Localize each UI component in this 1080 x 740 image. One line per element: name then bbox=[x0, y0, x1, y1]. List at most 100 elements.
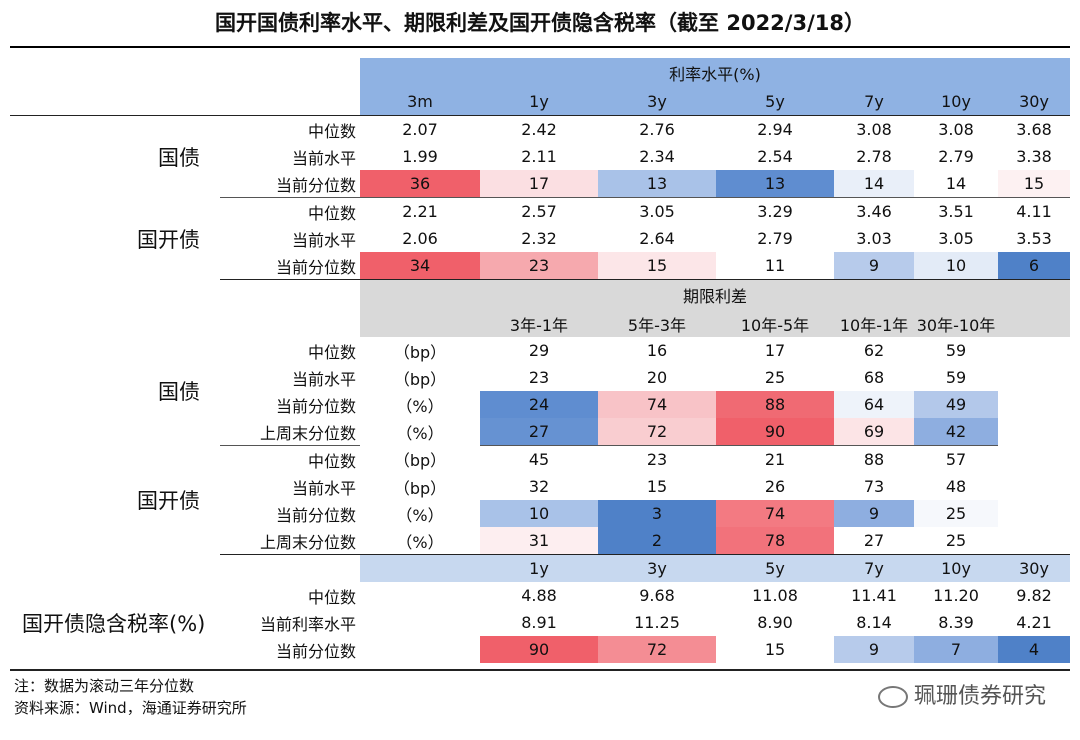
row-label: 中位数 bbox=[307, 203, 356, 223]
cell: 9.68 bbox=[639, 586, 675, 605]
cell: 2.06 bbox=[402, 229, 438, 248]
col-header: 3年-1年 bbox=[480, 310, 598, 337]
heat-cell: 13 bbox=[716, 170, 834, 198]
cell: 4.21 bbox=[1016, 613, 1052, 632]
cell: 2.76 bbox=[639, 120, 675, 139]
cell: 3.29 bbox=[757, 202, 793, 221]
heat-cell: 64 bbox=[834, 391, 914, 418]
col-header: 30y bbox=[998, 88, 1071, 116]
cell: 2.57 bbox=[521, 202, 557, 221]
spreads-header: 期限利差 bbox=[360, 279, 1071, 310]
heat-cell: 74 bbox=[716, 500, 834, 527]
heat-cell: 10 bbox=[914, 252, 998, 280]
cell: 73 bbox=[863, 477, 885, 496]
row-label: 当前水平 bbox=[291, 369, 356, 389]
cell: 59 bbox=[945, 341, 967, 360]
cell: 21 bbox=[764, 450, 786, 469]
cell: 45 bbox=[528, 450, 550, 469]
row-label: 中位数 bbox=[307, 342, 356, 362]
cell: 59 bbox=[945, 368, 967, 387]
row-label: 中位数 bbox=[307, 587, 356, 607]
heat-cell: 72 bbox=[598, 636, 716, 663]
cell: 4.88 bbox=[521, 586, 557, 605]
heat-cell: 15 bbox=[598, 252, 716, 280]
row-label: 当前分位数 bbox=[220, 252, 360, 280]
row-label: 当前分位数 bbox=[275, 641, 356, 661]
cell: 8.39 bbox=[938, 613, 974, 632]
cell: 17 bbox=[764, 341, 786, 360]
heat-cell: 27 bbox=[834, 527, 914, 555]
row-label: 当前分位数 bbox=[220, 170, 360, 198]
cell: 4.11 bbox=[1016, 202, 1052, 221]
heat-cell: 42 bbox=[914, 418, 998, 446]
cell: 2.79 bbox=[757, 229, 793, 248]
cell: 16 bbox=[646, 341, 668, 360]
cell: 2.11 bbox=[521, 147, 557, 166]
cell: 15 bbox=[646, 477, 668, 496]
cell: 2.64 bbox=[639, 229, 675, 248]
heat-cell: 9 bbox=[834, 500, 914, 527]
cell: 26 bbox=[764, 477, 786, 496]
row-label: 当前利率水平 bbox=[259, 614, 356, 634]
watermark: 珮珊债券研究 bbox=[877, 678, 1046, 710]
cell: 3.38 bbox=[1016, 147, 1052, 166]
rates-header: 利率水平(%) bbox=[360, 58, 1071, 88]
cell: 2.32 bbox=[521, 229, 557, 248]
heat-cell: 49 bbox=[914, 391, 998, 418]
heat-cell: 24 bbox=[480, 391, 598, 418]
heat-cell: 88 bbox=[716, 391, 834, 418]
col-header: 5y bbox=[716, 88, 834, 116]
rates-table: 利率水平(%) 3m 1y 3y 5y 7y 10y 30y 国债 中位数 2.… bbox=[10, 58, 1071, 663]
cell: 23 bbox=[646, 450, 668, 469]
row-label: 上周末分位数 bbox=[220, 527, 360, 555]
heat-cell: 4 bbox=[998, 636, 1071, 663]
cell: 2.79 bbox=[938, 147, 974, 166]
cell: 2.21 bbox=[402, 202, 438, 221]
heat-cell: 90 bbox=[480, 636, 598, 663]
row-label: 当前水平 bbox=[291, 148, 356, 168]
heat-cell: 25 bbox=[914, 500, 998, 527]
group-label-gz: 国债 bbox=[158, 145, 200, 170]
cell: 2.54 bbox=[757, 147, 793, 166]
cell: 68 bbox=[863, 368, 885, 387]
heat-cell: 25 bbox=[914, 527, 998, 555]
cell: 2.07 bbox=[402, 120, 438, 139]
wechat-icon bbox=[877, 686, 908, 708]
row-label: 上周末分位数 bbox=[220, 418, 360, 446]
cell: 3.51 bbox=[938, 202, 974, 221]
col-header: 7y bbox=[834, 88, 914, 116]
col-header: 10y bbox=[914, 554, 998, 582]
heat-cell: 9 bbox=[834, 636, 914, 663]
col-header: 5y bbox=[716, 554, 834, 582]
cell: 20 bbox=[646, 368, 668, 387]
heat-cell: 72 bbox=[598, 418, 716, 446]
cell: 2.42 bbox=[521, 120, 557, 139]
col-header: 7y bbox=[834, 554, 914, 582]
unit: （bp） bbox=[393, 478, 447, 498]
row-label: 中位数 bbox=[307, 451, 356, 471]
group-label-tax: 国开债隐含税率(%) bbox=[22, 611, 206, 636]
unit: （%） bbox=[396, 396, 444, 416]
cell: 3.08 bbox=[856, 120, 892, 139]
cell: 1.99 bbox=[402, 147, 438, 166]
col-header: 10y bbox=[914, 88, 998, 116]
watermark-text: 珮珊债券研究 bbox=[913, 684, 1046, 709]
heat-cell: 74 bbox=[598, 391, 716, 418]
heat-cell: 15 bbox=[998, 170, 1071, 198]
heat-cell: 34 bbox=[360, 252, 480, 280]
cell: 8.91 bbox=[521, 613, 557, 632]
cell: 3.03 bbox=[856, 229, 892, 248]
title-rule bbox=[10, 46, 1070, 48]
heat-cell: 78 bbox=[716, 527, 834, 555]
row-label: 当前分位数 bbox=[275, 505, 356, 525]
heat-cell: 13 bbox=[598, 170, 716, 198]
row-label: 当前分位数 bbox=[275, 396, 356, 416]
heat-cell: 90 bbox=[716, 418, 834, 446]
heat-cell: 27 bbox=[480, 418, 598, 446]
cell: 2.78 bbox=[856, 147, 892, 166]
heat-cell: 31 bbox=[480, 527, 598, 555]
heat-cell: 17 bbox=[480, 170, 598, 198]
unit: （%） bbox=[360, 527, 480, 555]
unit: （bp） bbox=[393, 369, 447, 389]
note-text: 注：数据为滚动三年分位数 bbox=[14, 677, 195, 695]
